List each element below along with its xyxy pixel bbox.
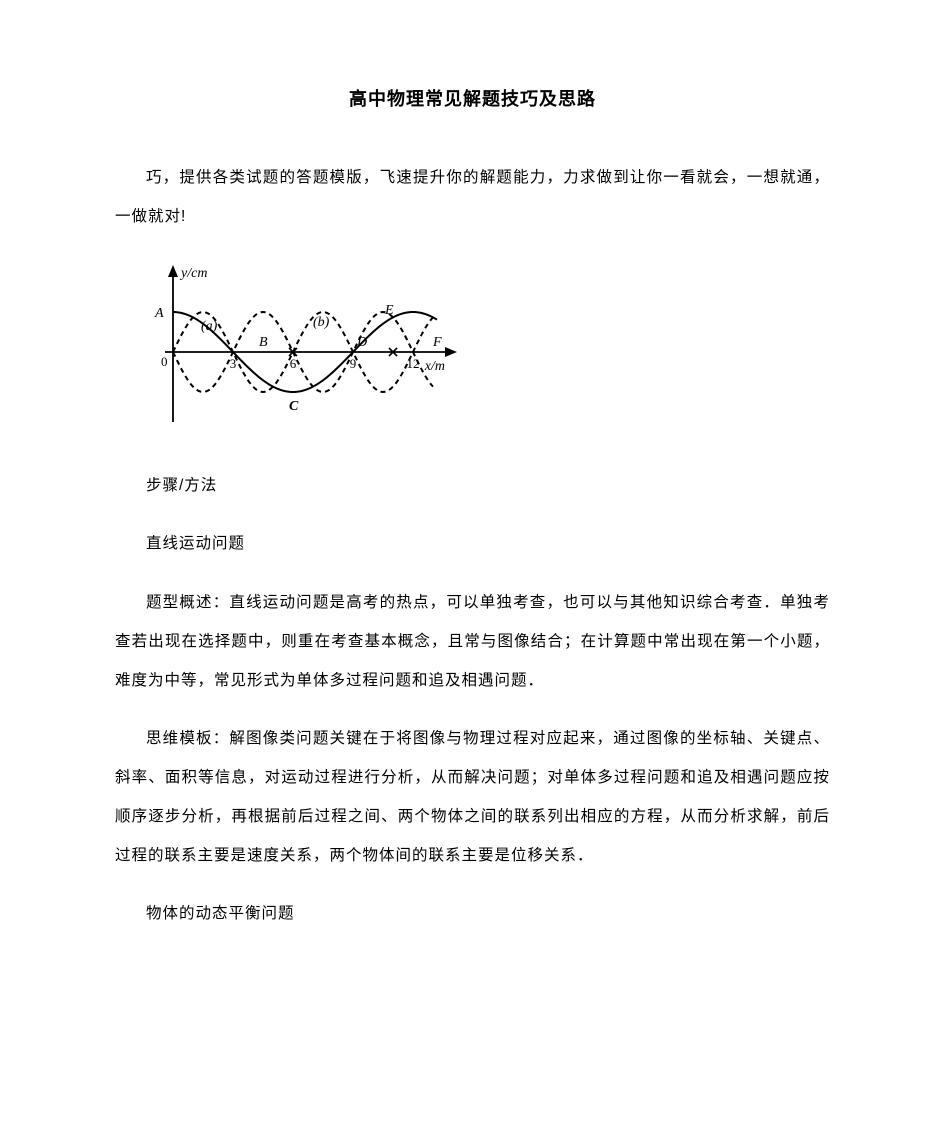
svg-text:(a): (a) bbox=[201, 319, 218, 334]
svg-text:y/cm: y/cm bbox=[179, 266, 207, 281]
svg-text:F: F bbox=[432, 335, 442, 350]
svg-text:(b): (b) bbox=[313, 315, 330, 330]
svg-text:E: E bbox=[384, 303, 394, 318]
steps-heading: 步骤/方法 bbox=[115, 467, 830, 506]
section2-heading: 物体的动态平衡问题 bbox=[115, 895, 830, 934]
svg-text:D: D bbox=[356, 335, 367, 350]
svg-text:C: C bbox=[289, 399, 299, 414]
svg-text:x/m: x/m bbox=[424, 359, 445, 374]
section1-heading: 直线运动问题 bbox=[115, 525, 830, 564]
intro-paragraph: 巧，提供各类试题的答题模版，飞速提升你的解题能力，力求做到让你一看就会，一想就通… bbox=[115, 159, 830, 237]
page-title: 高中物理常见解题技巧及思路 bbox=[115, 85, 830, 111]
section1-p2: 思维模板：解图像类问题关键在于将图像与物理过程对应起来，通过图像的坐标轴、关键点… bbox=[115, 720, 830, 875]
svg-text:B: B bbox=[259, 335, 268, 350]
svg-text:0: 0 bbox=[161, 354, 168, 369]
wave-figure: y/cmx/m036912A(a)(b)BCDEF bbox=[145, 257, 465, 437]
svg-text:A: A bbox=[154, 306, 164, 321]
section1-p1: 题型概述：直线运动问题是高考的热点，可以单独考查，也可以与其他知识综合考查．单独… bbox=[115, 584, 830, 700]
